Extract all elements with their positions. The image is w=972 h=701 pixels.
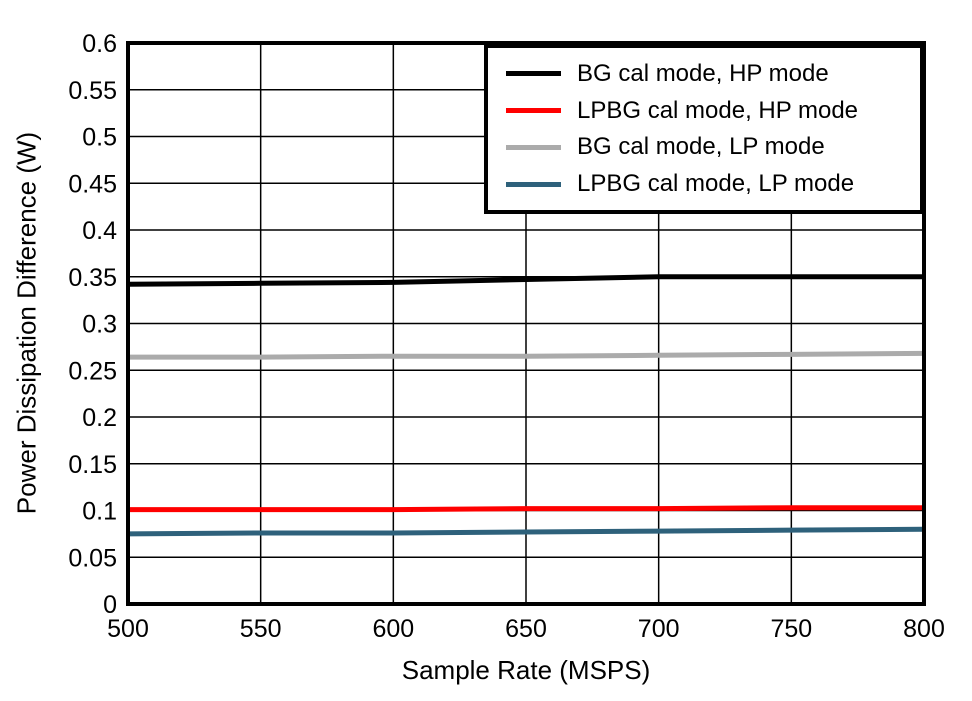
x-tick-label: 500	[107, 615, 149, 643]
x-tick-label: 800	[903, 615, 945, 643]
legend-item-label: LPBG cal mode, LP mode	[577, 170, 855, 198]
x-tick-label: 700	[638, 615, 680, 643]
legend-line-sample-icon	[506, 71, 561, 77]
y-tick-label: 0.45	[68, 170, 117, 198]
y-tick-label: 0.1	[82, 498, 117, 526]
series-line-1	[128, 505, 924, 513]
plot-frame	[126, 41, 926, 606]
legend-item-0: BG cal mode, HP mode	[488, 60, 920, 88]
legend-item-label: BG cal mode, LP mode	[577, 133, 825, 161]
legend-item-label: BG cal mode, HP mode	[577, 59, 829, 87]
y-tick-label: 0.05	[68, 544, 117, 572]
y-axis-label: Power Dissipation Difference (W)	[11, 131, 42, 515]
y-tick-label: 0.35	[68, 264, 117, 292]
series-line-2	[128, 350, 925, 360]
legend-item-label: LPBG cal mode, HP mode	[577, 96, 859, 124]
legend-item-3: LPBG cal mode, LP mode	[488, 170, 920, 198]
legend: BG cal mode, HP mode LPBG cal mode, HP mo…	[484, 44, 924, 214]
legend-line-sample-icon	[506, 144, 561, 150]
y-tick-label: 0.5	[82, 124, 117, 152]
series-line-0	[127, 274, 924, 287]
x-tick-label: 600	[372, 615, 414, 643]
legend-line-sample-icon	[506, 108, 561, 114]
y-tick-label: 0.25	[68, 357, 117, 385]
y-tick-label: 0	[103, 591, 117, 619]
legend-item-2: BG cal mode, LP mode	[488, 133, 920, 161]
y-tick-label: 0.2	[82, 404, 117, 432]
x-tick-label: 650	[505, 615, 547, 643]
x-axis-label: Sample Rate (MSPS)	[401, 655, 651, 685]
y-tick-label: 0.55	[68, 77, 117, 105]
y-tick-label: 0.15	[68, 451, 117, 479]
legend-item-1: LPBG cal mode, HP mode	[488, 97, 920, 125]
series-line-3	[127, 526, 925, 537]
y-tick-label: 0.4	[82, 217, 117, 245]
legend-line-sample-icon	[506, 181, 561, 187]
y-tick-label: 0.3	[82, 311, 117, 339]
x-tick-label: 550	[240, 615, 282, 643]
x-tick-label: 750	[770, 615, 812, 643]
y-tick-label: 0.6	[82, 30, 117, 58]
